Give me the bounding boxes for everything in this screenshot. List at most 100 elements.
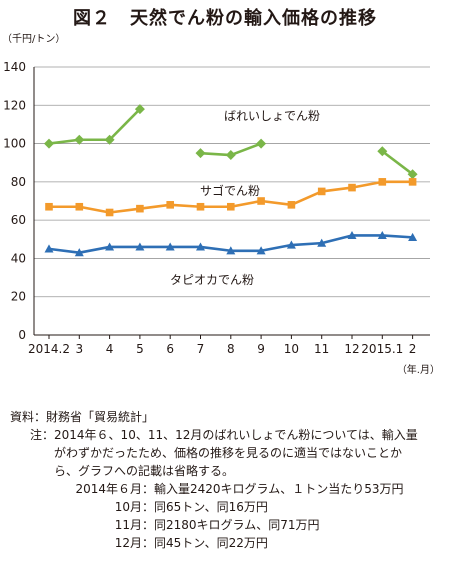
data-point-triangle bbox=[105, 242, 115, 251]
series-line-segment bbox=[47, 138, 81, 145]
data-point-square bbox=[227, 202, 235, 211]
series-line-segment bbox=[229, 199, 263, 209]
data-point-square bbox=[378, 178, 387, 186]
data-point-diamond bbox=[377, 146, 388, 157]
detail-month: 11月： bbox=[114, 518, 155, 532]
x-tick-label: 2015.1 bbox=[361, 342, 403, 356]
x-tick-label: 4 bbox=[106, 342, 114, 356]
y-axis-unit: （千円/トン） bbox=[2, 33, 65, 45]
data-point-diamond bbox=[74, 134, 85, 145]
x-tick-label: 7 bbox=[197, 342, 205, 356]
data-point-diamond bbox=[44, 138, 54, 149]
chart-title: 図２ 天然でん粉の輸入価格の推移 bbox=[73, 8, 377, 29]
detail-month: 10月： bbox=[114, 500, 155, 514]
data-point-triangle bbox=[286, 240, 296, 249]
data-point-square bbox=[45, 202, 53, 211]
x-tick-label: 2 bbox=[409, 342, 417, 356]
data-point-diamond bbox=[256, 138, 267, 149]
detail-row: 10月： 同65トン、同16万円 bbox=[54, 498, 418, 516]
series-line-segment bbox=[78, 205, 111, 214]
note-row: 注： 2014年６、10、11、12月のばれいしょでん粉については、輸入量 がわ… bbox=[10, 426, 446, 552]
series-line-segment bbox=[138, 203, 172, 210]
series-label: タピオカでん粉 bbox=[170, 273, 254, 287]
series-line-segment bbox=[290, 241, 324, 247]
x-tick-label: 3 bbox=[75, 342, 83, 356]
data-point-triangle bbox=[165, 242, 175, 251]
y-tick-label: 100 bbox=[3, 137, 26, 151]
data-point-square bbox=[136, 204, 144, 213]
series-line-segment bbox=[168, 203, 202, 209]
series-line-segment bbox=[380, 149, 414, 176]
series-line-segment bbox=[259, 243, 293, 253]
detail-text: 同2180キログラム、同71万円 bbox=[154, 518, 320, 532]
x-axis-unit: （年.月） bbox=[397, 363, 440, 376]
detail-month: 2014年６月： bbox=[75, 482, 155, 496]
x-tick-label: 2014.2 bbox=[28, 342, 70, 356]
detail-text: 同65トン、同16万円 bbox=[154, 500, 268, 514]
data-point-square bbox=[166, 201, 174, 209]
y-tick-label: 140 bbox=[3, 60, 26, 74]
x-tick-label: 11 bbox=[314, 342, 329, 356]
note-label: 注： bbox=[30, 428, 55, 442]
series-line-segment bbox=[380, 234, 414, 239]
detail-row: 11月： 同2180キログラム、同71万円 bbox=[54, 516, 418, 534]
series-line-segment bbox=[350, 180, 384, 189]
series-line-segment bbox=[199, 245, 233, 253]
note-line: ら、グラフへの記載は省略する。 bbox=[54, 464, 235, 478]
data-point-triangle bbox=[74, 248, 84, 257]
y-tick-label: 20 bbox=[11, 290, 26, 304]
series-label: ばれいしょでん粉 bbox=[224, 109, 320, 123]
y-tick-label: 80 bbox=[11, 175, 26, 189]
series-line-segment bbox=[199, 151, 233, 157]
source-label: 資料： bbox=[10, 410, 47, 424]
series-line-segment bbox=[320, 186, 354, 193]
data-point-triangle bbox=[377, 230, 387, 240]
data-point-triangle bbox=[135, 242, 145, 251]
detail-row: 2014年６月： 輸入量2420キログラム、１トン当たり53万円 bbox=[54, 480, 418, 498]
series-line-segment bbox=[108, 207, 142, 214]
data-point-triangle bbox=[226, 246, 236, 255]
data-point-square bbox=[348, 183, 356, 192]
data-point-diamond bbox=[134, 104, 145, 115]
series-line-segment bbox=[108, 107, 142, 142]
x-tick-label: 6 bbox=[166, 342, 174, 356]
detail-month: 12月： bbox=[114, 536, 155, 550]
detail-row: 12月： 同45トン、同22万円 bbox=[54, 534, 418, 552]
data-point-triangle bbox=[256, 246, 266, 255]
data-point-square bbox=[196, 202, 205, 211]
series-line-segment bbox=[47, 247, 81, 254]
data-point-triangle bbox=[44, 244, 54, 253]
source-text: 財務省「貿易統計」 bbox=[46, 410, 155, 424]
series-line-segment bbox=[78, 245, 111, 254]
y-tick-label: 40 bbox=[11, 251, 26, 265]
data-point-square bbox=[287, 201, 296, 209]
data-point-diamond bbox=[225, 150, 236, 161]
series-line-segment bbox=[259, 199, 293, 207]
data-point-diamond bbox=[104, 134, 115, 145]
x-tick-label: 10 bbox=[284, 342, 299, 356]
detail-text: 同45トン、同22万円 bbox=[154, 536, 268, 550]
x-tick-label: 8 bbox=[227, 342, 235, 356]
detail-text: 輸入量2420キログラム、１トン当たり53万円 bbox=[154, 482, 404, 496]
series-line-segment bbox=[320, 234, 354, 245]
x-tick-label: 5 bbox=[136, 342, 144, 356]
data-point-diamond bbox=[195, 148, 206, 159]
y-tick-label: 120 bbox=[3, 98, 26, 112]
notes-section: 資料： 財務省「貿易統計」 注： 2014年６、10、11、12月のばれいしょで… bbox=[10, 408, 446, 552]
note-body: 2014年６、10、11、12月のばれいしょでん粉については、輸入量 がわずかだ… bbox=[54, 426, 418, 552]
note-line: 2014年６、10、11、12月のばれいしょでん粉については、輸入量 bbox=[54, 428, 418, 442]
chart-svg: （千円/トン） 0 20 40 60 80 100 120 140 2014.2 3 4 5 6 7 8 9 10… bbox=[2, 33, 440, 376]
data-point-square bbox=[105, 208, 114, 217]
y-tick-label: 0 bbox=[18, 328, 26, 342]
data-point-diamond bbox=[407, 169, 418, 180]
data-point-square bbox=[317, 187, 326, 196]
data-point-square bbox=[408, 178, 417, 186]
data-point-triangle bbox=[408, 232, 418, 241]
source-row: 資料： 財務省「貿易統計」 bbox=[10, 408, 446, 426]
data-point-square bbox=[257, 197, 265, 205]
x-tick-label: 12 bbox=[344, 342, 359, 356]
data-point-triangle bbox=[196, 242, 205, 251]
data-point-triangle bbox=[347, 230, 357, 240]
series-label: サゴでん粉 bbox=[200, 183, 260, 198]
note-line: がわずかだったため、価格の推移を見るのに適当ではないことか bbox=[54, 446, 403, 460]
